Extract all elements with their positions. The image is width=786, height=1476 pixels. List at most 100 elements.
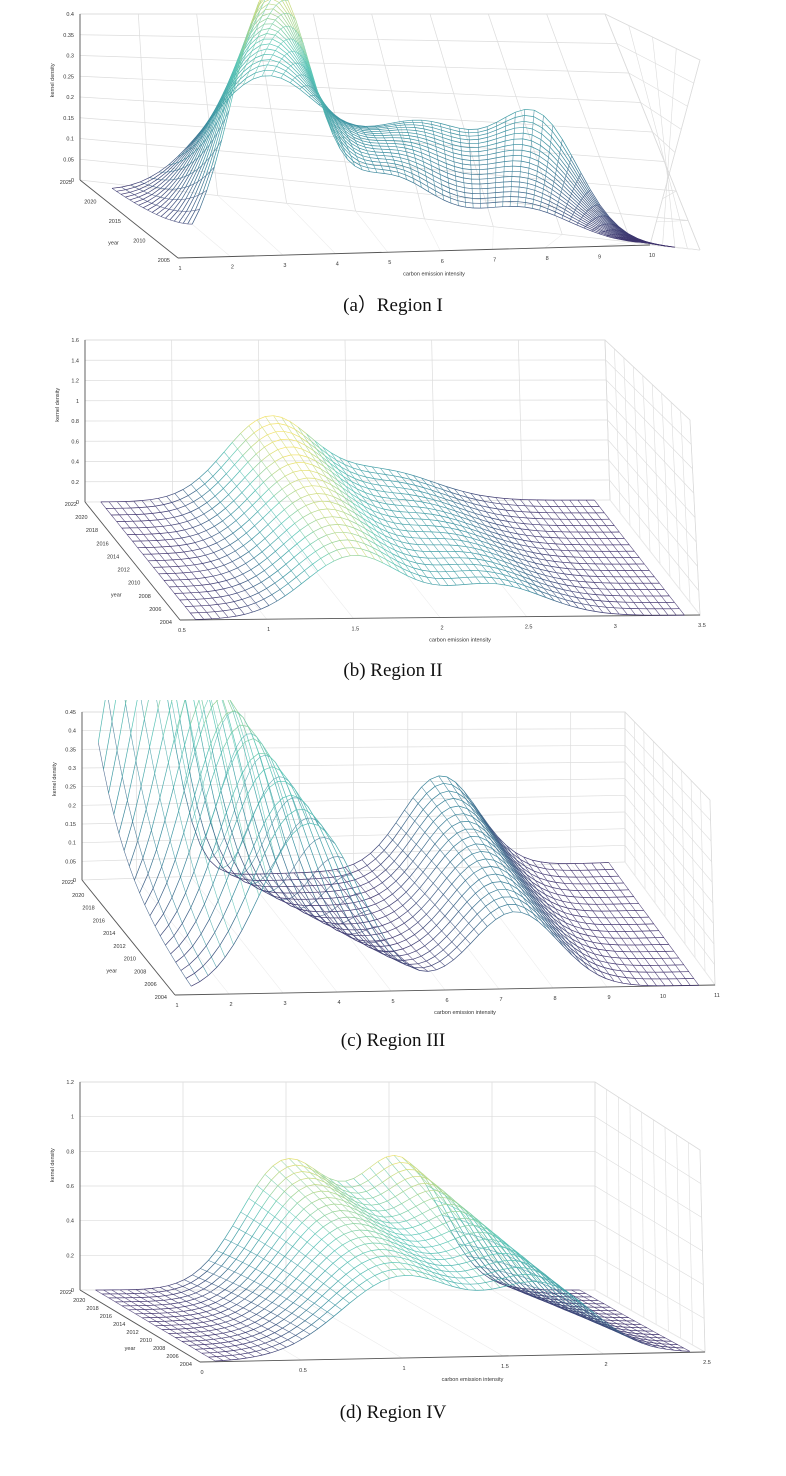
density-curve-segment — [289, 13, 298, 33]
density-curve-segment — [244, 1292, 253, 1300]
density-curve-segment — [604, 223, 614, 230]
density-curve-segment — [600, 232, 609, 236]
density-curve-segment — [629, 1329, 638, 1332]
density-curve-segment — [331, 1268, 340, 1277]
density-curve-segment — [615, 1325, 624, 1328]
density-curve-segment — [211, 1276, 221, 1284]
density-curve-segment — [338, 881, 347, 884]
density-curve-segment — [173, 514, 183, 518]
density-curve-segment — [287, 800, 297, 827]
density-curve-segment — [566, 947, 576, 956]
density-curve-segment — [477, 543, 486, 548]
x-tick-label: 3 — [283, 1001, 286, 1007]
density-curve-segment — [177, 166, 187, 179]
density-curve-segment — [172, 1320, 181, 1322]
density-curve-segment — [174, 489, 184, 494]
density-curve-segment — [442, 1220, 452, 1225]
density-curve-segment — [239, 1277, 248, 1287]
density-curve-segment — [349, 123, 360, 128]
density-curve-segment — [267, 1200, 277, 1213]
x-axis-line — [174, 984, 716, 996]
density-curve-segment — [484, 560, 493, 563]
density-curve-segment — [383, 122, 394, 125]
density-curve-segment — [534, 109, 544, 116]
density-curve-segment — [208, 514, 218, 521]
density-curve-segment — [599, 960, 608, 964]
density-curve-segment — [558, 925, 568, 933]
density-curve-segment — [307, 1291, 316, 1300]
density-curve-segment — [160, 188, 170, 198]
density-curve-segment — [151, 196, 161, 204]
density-curve-segment — [234, 710, 244, 718]
density-curve-segment — [309, 570, 319, 578]
density-curve-segment — [241, 874, 251, 884]
density-curve-segment — [570, 902, 580, 905]
density-curve-segment — [234, 873, 243, 875]
density-curve-segment — [447, 1197, 457, 1203]
density-curve-segment — [271, 75, 281, 79]
density-curve-segment — [355, 140, 364, 145]
density-curve-segment — [394, 140, 403, 142]
density-curve-segment — [583, 961, 593, 968]
density-curve-segment — [299, 74, 309, 86]
density-curve-segment — [155, 188, 166, 197]
side-wall-gridline — [662, 751, 666, 917]
density-curve-segment — [385, 520, 394, 524]
density-curve-segment — [177, 198, 187, 212]
density-curve-segment — [480, 540, 490, 545]
density-curve-segment — [485, 900, 495, 907]
density-curve-segment — [266, 753, 276, 763]
density-curve-segment — [308, 96, 319, 105]
density-curve-segment — [532, 1286, 541, 1295]
density-curve-segment — [176, 700, 186, 729]
density-curve-segment — [581, 603, 590, 606]
density-curve-segment — [181, 907, 192, 924]
density-curve-segment — [369, 1256, 378, 1260]
density-curve-segment — [422, 1208, 431, 1214]
density-curve-segment — [388, 166, 397, 169]
density-curve-segment — [246, 779, 256, 796]
density-curve-segment — [255, 482, 264, 491]
density-curve-segment — [556, 165, 567, 176]
density-curve-segment — [431, 793, 441, 801]
density-curve-segment — [236, 43, 245, 70]
density-curve-segment — [345, 1223, 354, 1226]
density-curve-segment — [593, 218, 603, 226]
density-curve-segment — [561, 924, 571, 931]
density-curve-segment — [263, 766, 273, 771]
density-curve-segment — [466, 546, 475, 549]
density-curve-segment — [258, 64, 268, 67]
density-curve-segment — [579, 201, 589, 211]
z-tick-label: 0.4 — [71, 460, 79, 466]
density-curve-segment — [405, 174, 414, 179]
density-curve-segment — [609, 223, 619, 231]
density-curve-segment — [394, 1232, 404, 1236]
density-curve-segment — [423, 1268, 432, 1273]
density-curve-segment — [421, 950, 430, 957]
density-curve-segment — [457, 200, 466, 203]
density-curve-segment — [462, 490, 471, 494]
density-curve-segment — [420, 491, 429, 495]
density-curve-segment — [447, 1238, 456, 1243]
density-curve-segment — [244, 611, 253, 615]
x-tick-label: 1 — [175, 1003, 178, 1009]
density-curve-segment — [464, 500, 473, 504]
density-curve-segment — [356, 156, 365, 161]
density-curve-segment — [327, 508, 336, 511]
z-tick-label: 0.1 — [68, 841, 76, 847]
density-curve-segment — [575, 955, 585, 963]
density-curve-segment — [281, 1274, 290, 1284]
density-curve-segment — [348, 1246, 358, 1252]
density-curve-segment — [216, 957, 226, 968]
density-curve-segment — [376, 530, 385, 536]
density-curve-segment — [395, 871, 405, 882]
density-curve-segment — [183, 550, 193, 553]
density-curve-segment — [562, 561, 571, 564]
density-curve-segment — [351, 1229, 360, 1232]
density-curve-segment — [441, 921, 451, 932]
density-curve-segment — [190, 888, 200, 908]
density-curve-segment — [188, 766, 198, 807]
density-curve-segment — [273, 797, 283, 808]
density-curve-segment — [390, 1171, 399, 1178]
density-curve-segment — [496, 1280, 506, 1286]
